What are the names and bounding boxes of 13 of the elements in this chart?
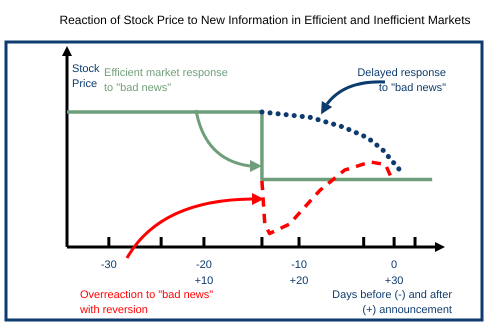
text: Delayed response to "bad news" [357,67,446,94]
x-tick-label: -10 [291,259,307,271]
series-label: Efficient market response to "bad news" [104,67,228,94]
x-tick-label: -30 [100,259,117,271]
x2-tick-label: +20 [290,275,308,287]
x2-tick-label: +30 [384,275,404,287]
x2-tick-label: +10 [194,275,214,287]
y-axis-title: Stock Price [72,63,100,90]
x-tick-label: 0 [391,259,398,271]
chart-title: Reaction of Stock Price to New Information in Efficient and Inefficient Markets [59,13,471,27]
x-axis-title: Days before (-) and after (+) announcement [332,289,452,316]
text: Overreaction to "bad news" with reversion [79,289,214,316]
x-tick-label: -20 [196,259,212,271]
